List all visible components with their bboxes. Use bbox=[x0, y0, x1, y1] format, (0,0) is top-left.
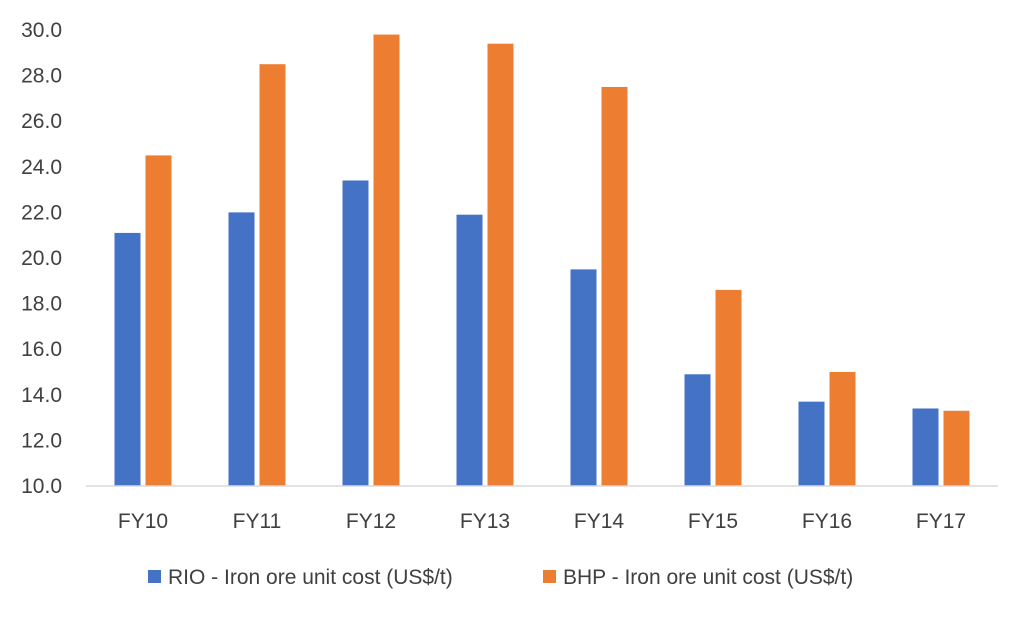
bar-bhp-fy17 bbox=[943, 410, 970, 486]
legend-swatch-rio bbox=[148, 570, 161, 583]
bar-rio-fy11 bbox=[228, 212, 255, 486]
y-tick-label: 22.0 bbox=[21, 201, 62, 224]
x-tick-label: FY11 bbox=[233, 510, 282, 533]
legend-label-rio: RIO - Iron ore unit cost (US$/t) bbox=[168, 566, 453, 589]
y-tick-label: 20.0 bbox=[21, 247, 62, 270]
bar-rio-fy13 bbox=[456, 214, 483, 486]
y-tick-label: 16.0 bbox=[21, 338, 62, 361]
x-tick-label: FY16 bbox=[802, 510, 852, 533]
bars-group bbox=[114, 34, 970, 487]
bar-rio-fy10 bbox=[114, 232, 141, 486]
x-tick-label: FY13 bbox=[460, 510, 510, 533]
y-tick-label: 14.0 bbox=[21, 384, 62, 407]
bar-rio-fy12 bbox=[342, 180, 369, 487]
bar-bhp-fy15 bbox=[715, 289, 742, 486]
bar-bhp-fy16 bbox=[829, 372, 856, 486]
y-tick-label: 12.0 bbox=[21, 429, 62, 452]
x-axis-ticks: FY10 FY11 FY12 FY13 FY14 FY15 FY16 FY17 bbox=[118, 510, 966, 533]
y-tick-label: 18.0 bbox=[21, 293, 62, 316]
y-tick-label: 24.0 bbox=[21, 156, 62, 179]
y-tick-label: 26.0 bbox=[21, 110, 62, 133]
x-tick-label: FY14 bbox=[574, 510, 625, 533]
legend-label-bhp: BHP - Iron ore unit cost (US$/t) bbox=[563, 566, 853, 589]
legend: RIO - Iron ore unit cost (US$/t) BHP - Ir… bbox=[148, 566, 853, 589]
x-tick-label: FY15 bbox=[688, 510, 738, 533]
bar-rio-fy17 bbox=[912, 408, 939, 486]
y-axis-ticks: 10.0 12.0 14.0 16.0 18.0 20.0 22.0 24.0 26.0 28.0… bbox=[21, 19, 62, 498]
bar-bhp-fy10 bbox=[145, 155, 172, 486]
bar-rio-fy14 bbox=[570, 269, 597, 486]
y-tick-label: 28.0 bbox=[21, 65, 62, 88]
bar-bhp-fy12 bbox=[373, 34, 400, 487]
y-tick-label: 10.0 bbox=[21, 475, 62, 498]
x-tick-label: FY12 bbox=[346, 510, 396, 533]
bar-bhp-fy13 bbox=[487, 43, 514, 487]
y-tick-label: 30.0 bbox=[21, 19, 62, 42]
legend-swatch-bhp bbox=[543, 570, 556, 583]
x-tick-label: FY10 bbox=[118, 510, 168, 533]
bar-bhp-fy14 bbox=[601, 87, 628, 486]
bar-rio-fy16 bbox=[798, 401, 825, 486]
bar-rio-fy15 bbox=[684, 374, 711, 486]
x-tick-label: FY17 bbox=[916, 510, 966, 533]
bar-bhp-fy11 bbox=[259, 64, 286, 486]
